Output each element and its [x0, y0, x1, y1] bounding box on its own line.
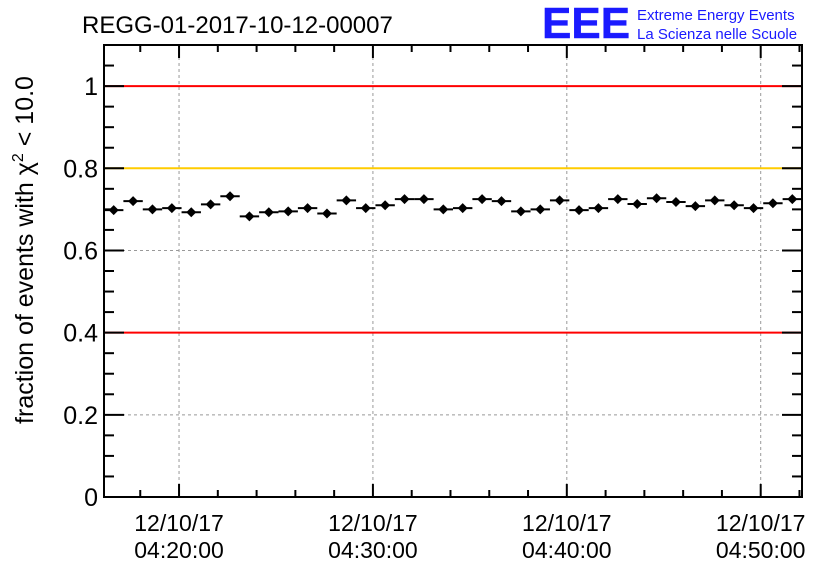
- data-point: [632, 199, 643, 210]
- data-point: [535, 204, 546, 215]
- data-point: [729, 200, 740, 211]
- x-tick-label-time: 04:30:00: [328, 537, 418, 563]
- data-point: [244, 211, 255, 222]
- data-point: [554, 195, 565, 206]
- axes: 00.20.40.60.8112/10/1704:20:0012/10/1704…: [63, 44, 806, 563]
- data-point: [515, 206, 526, 217]
- data-point: [128, 196, 139, 207]
- y-tick-label: 0: [84, 484, 98, 512]
- y-tick-label: 0.4: [63, 320, 98, 348]
- y-axis-label: fraction of events with χ2 < 10.0: [10, 76, 39, 424]
- data-points: [104, 191, 802, 222]
- data-point: [263, 207, 274, 218]
- eee-logo: EEE Extreme Energy Events La Scienza nel…: [542, 0, 797, 48]
- reference-lines: [104, 85, 802, 334]
- grid: [104, 45, 802, 497]
- data-point: [380, 200, 391, 211]
- data-point: [399, 194, 410, 205]
- data-point: [690, 201, 701, 212]
- plot-frame: [103, 44, 803, 498]
- data-point: [147, 204, 158, 215]
- data-point: [438, 204, 449, 215]
- data-point: [418, 194, 429, 205]
- data-point: [186, 207, 197, 218]
- data-point: [709, 195, 720, 206]
- x-tick-label-time: 04:20:00: [134, 537, 224, 563]
- x-tick-label-date: 12/10/17: [134, 510, 224, 536]
- x-tick-label-date: 12/10/17: [328, 510, 418, 536]
- data-point: [321, 208, 332, 219]
- data-point: [166, 203, 177, 214]
- y-tick-label: 0.2: [63, 402, 98, 430]
- data-point: [748, 203, 759, 214]
- data-point: [302, 203, 313, 214]
- data-point: [477, 194, 488, 205]
- y-tick-label: 0.8: [63, 155, 98, 183]
- x-tick-label-date: 12/10/17: [522, 510, 612, 536]
- logo-line2: La Scienza nelle Scuole: [637, 26, 797, 43]
- data-point: [341, 195, 352, 206]
- data-point: [496, 196, 507, 207]
- x-tick-label-time: 04:50:00: [716, 537, 806, 563]
- x-tick-label-time: 04:40:00: [522, 537, 612, 563]
- y-tick-label: 1: [84, 73, 98, 101]
- data-point: [612, 194, 623, 205]
- data-point: [360, 203, 371, 214]
- data-point: [205, 199, 216, 210]
- data-point: [787, 194, 798, 205]
- data-point: [574, 205, 585, 216]
- logo-line1: Extreme Energy Events: [637, 7, 795, 24]
- data-point: [225, 191, 236, 202]
- x-tick-label-date: 12/10/17: [716, 510, 806, 536]
- logo-mark: EEE: [542, 0, 630, 48]
- y-tick-label: 0.6: [63, 237, 98, 265]
- data-point: [457, 203, 468, 214]
- data-point: [593, 203, 604, 214]
- chart-title: REGG-01-2017-10-12-00007: [82, 12, 393, 39]
- data-point: [767, 198, 778, 209]
- data-point: [651, 193, 662, 204]
- data-point: [670, 196, 681, 207]
- data-point: [283, 206, 294, 217]
